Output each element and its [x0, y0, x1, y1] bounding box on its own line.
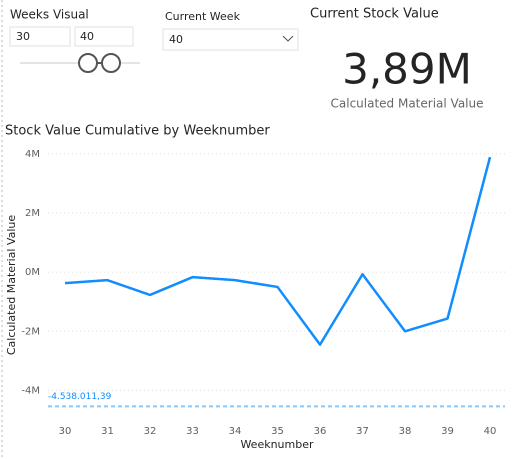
x-tick-label: 37	[356, 426, 369, 437]
dropdown-title: Current Week	[165, 10, 241, 23]
max-value: 40	[80, 30, 94, 43]
y-tick-label: -2M	[21, 326, 40, 337]
slider-handle[interactable]	[78, 53, 98, 73]
chevron	[282, 35, 294, 42]
x-tick-label: 30	[59, 426, 72, 437]
y-axis-label: Calculated Material Value	[5, 215, 18, 355]
x-tick-label: 34	[229, 426, 242, 437]
y-tick-label: -4M	[21, 385, 40, 396]
line-series	[64, 156, 492, 346]
x-axis-label: Weeknumber	[240, 438, 314, 451]
chart-title: Stock Value Cumulative by Weeknumber	[5, 124, 270, 139]
min-input[interactable]	[9, 26, 71, 47]
slider-handle[interactable]	[101, 53, 121, 73]
y-tick-label: 0M	[25, 267, 40, 278]
card-value: 3,89M	[342, 45, 472, 94]
x-tick-label: 39	[441, 426, 454, 437]
y-tick-label: 2M	[25, 208, 40, 219]
dropdown-value: 40	[169, 33, 183, 46]
reference-label: -4.538.011,39	[48, 392, 112, 402]
x-tick-label: 32	[144, 426, 157, 437]
y-tick-label: 4M	[25, 149, 40, 160]
card-title: Current Stock Value	[310, 7, 439, 22]
x-tick-label: 31	[101, 426, 114, 437]
dropdown[interactable]	[162, 28, 299, 51]
x-tick-label: 33	[186, 426, 199, 437]
x-tick-label: 36	[314, 426, 327, 437]
card-label: Calculated Material Value	[331, 97, 484, 111]
x-tick-label: 40	[484, 426, 497, 437]
x-tick-label: 38	[399, 426, 412, 437]
slicer-title: Weeks Visual	[10, 8, 89, 22]
max-input[interactable]	[74, 26, 134, 47]
x-tick-label: 35	[271, 426, 284, 437]
min-value: 30	[16, 30, 30, 43]
